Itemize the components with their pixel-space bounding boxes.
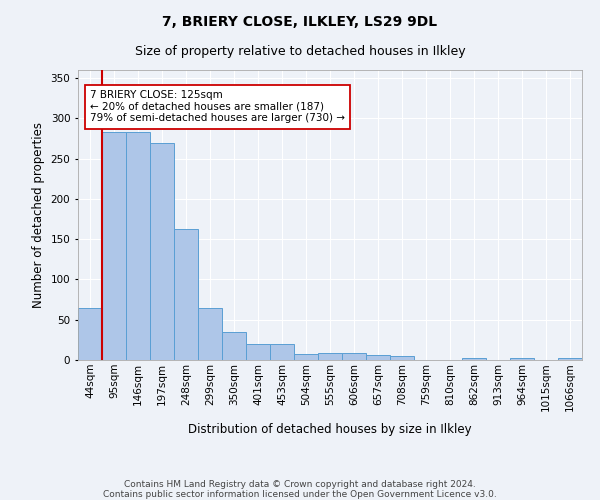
Bar	[390, 356, 414, 360]
Bar	[126, 132, 150, 360]
Bar	[342, 353, 366, 360]
Bar	[270, 344, 294, 360]
Y-axis label: Number of detached properties: Number of detached properties	[32, 122, 45, 308]
Bar	[78, 308, 102, 360]
Text: Contains HM Land Registry data © Crown copyright and database right 2024.
Contai: Contains HM Land Registry data © Crown c…	[103, 480, 497, 500]
Bar	[198, 308, 222, 360]
Bar	[294, 354, 318, 360]
Bar	[366, 355, 390, 360]
Bar	[174, 228, 198, 360]
Bar	[150, 142, 174, 360]
Bar	[246, 344, 270, 360]
Text: 7, BRIERY CLOSE, ILKLEY, LS29 9DL: 7, BRIERY CLOSE, ILKLEY, LS29 9DL	[163, 15, 437, 29]
Text: Distribution of detached houses by size in Ilkley: Distribution of detached houses by size …	[188, 422, 472, 436]
Bar	[558, 358, 582, 360]
Bar	[318, 353, 342, 360]
Bar	[510, 358, 534, 360]
Bar	[462, 358, 486, 360]
Bar	[222, 332, 246, 360]
Bar	[102, 132, 126, 360]
Text: Size of property relative to detached houses in Ilkley: Size of property relative to detached ho…	[134, 45, 466, 58]
Text: 7 BRIERY CLOSE: 125sqm
← 20% of detached houses are smaller (187)
79% of semi-de: 7 BRIERY CLOSE: 125sqm ← 20% of detached…	[90, 90, 345, 124]
